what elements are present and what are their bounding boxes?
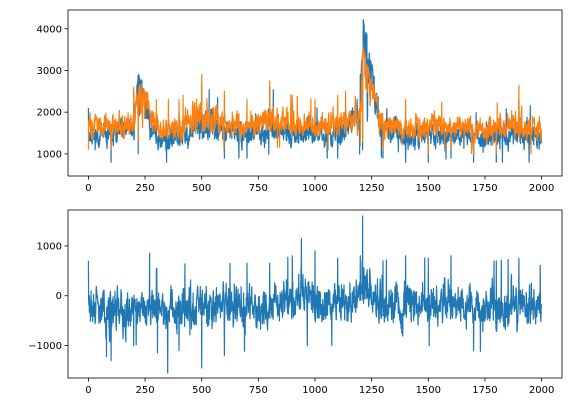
x-tick-label: 1000 bbox=[302, 385, 327, 396]
x-tick-label: 750 bbox=[249, 385, 268, 396]
x-tick-label: 1750 bbox=[472, 385, 497, 396]
y-tick-label: −1000 bbox=[28, 341, 62, 352]
x-tick-label: 500 bbox=[192, 183, 211, 194]
y-tick-label: 1000 bbox=[37, 149, 62, 160]
plot-series-bottom bbox=[87, 215, 542, 374]
y-tick-label: 1000 bbox=[37, 241, 62, 252]
y-tick-label: 2000 bbox=[37, 108, 62, 119]
x-tick-label: 1750 bbox=[472, 183, 497, 194]
x-tick-label: 750 bbox=[249, 183, 268, 194]
chart-bottom: 0 250 500 750 1000 1250 1500 1750 2000 −1000 0 100… bbox=[28, 209, 563, 396]
x-tick-label: 1250 bbox=[359, 385, 384, 396]
x-tick-label: 1000 bbox=[302, 183, 327, 194]
x-tick-label: 500 bbox=[192, 385, 211, 396]
x-tick-label: 1250 bbox=[359, 183, 384, 194]
x-tick-label: 1500 bbox=[416, 183, 441, 194]
series-line-2 bbox=[87, 46, 542, 155]
x-tick-label: 250 bbox=[135, 385, 154, 396]
y-tick-label: 3000 bbox=[37, 66, 62, 77]
x-tick-label: 250 bbox=[135, 183, 154, 194]
y-tick-label: 0 bbox=[56, 291, 62, 302]
x-tick-label: 1500 bbox=[416, 385, 441, 396]
y-ticks-bottom: −1000 0 1000 bbox=[28, 241, 68, 352]
x-tick-label: 2000 bbox=[529, 385, 554, 396]
plot-series-top bbox=[87, 19, 542, 163]
chart-top: 0 250 500 750 1000 1250 1500 1750 2000 1000 2000 3… bbox=[37, 9, 563, 194]
x-ticks-top: 0 250 500 750 1000 1250 1500 1750 2000 bbox=[85, 176, 554, 194]
x-tick-label: 0 bbox=[85, 183, 91, 194]
y-ticks-top: 1000 2000 3000 4000 bbox=[37, 24, 68, 160]
x-tick-label: 0 bbox=[85, 385, 91, 396]
x-tick-label: 2000 bbox=[529, 183, 554, 194]
series-line-1 bbox=[87, 215, 542, 374]
x-ticks-bottom: 0 250 500 750 1000 1250 1500 1750 2000 bbox=[85, 378, 554, 396]
y-tick-label: 4000 bbox=[37, 24, 62, 35]
